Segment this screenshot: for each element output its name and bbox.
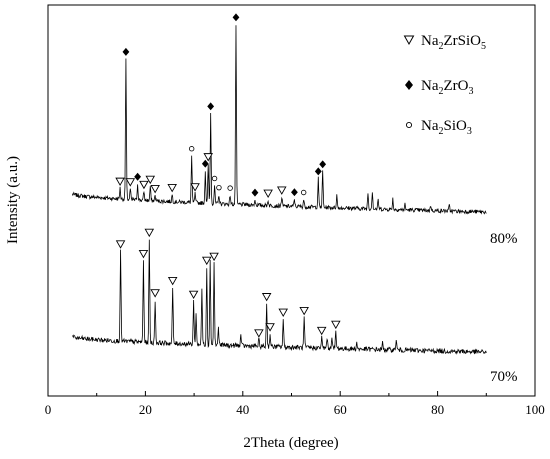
series-line xyxy=(72,239,487,355)
x-tick-label: 20 xyxy=(139,402,152,417)
x-tick-label: 80 xyxy=(431,402,444,417)
triangle-marker-icon xyxy=(150,289,160,298)
legend-label: Na2ZrSiO5 xyxy=(421,33,486,52)
circle-marker-icon xyxy=(300,189,307,196)
x-axis-ticks xyxy=(47,391,536,396)
legend-circle-icon xyxy=(405,121,413,129)
triangle-marker-icon xyxy=(150,185,160,194)
triangle-marker-icon xyxy=(144,228,155,238)
circle-marker-icon xyxy=(188,146,195,152)
triangle-marker-icon xyxy=(203,153,213,162)
circle-marker-icon xyxy=(227,185,233,191)
series-group xyxy=(71,25,487,355)
triangle-marker-icon xyxy=(261,293,272,302)
diamond-marker-icon xyxy=(134,172,142,181)
triangle-marker-icon xyxy=(167,277,178,286)
triangle-marker-icon xyxy=(115,240,126,249)
diamond-marker-icon xyxy=(201,159,209,168)
diamond-marker-icon xyxy=(251,188,259,197)
legend-triangle-icon xyxy=(403,35,415,46)
legend-label: Na2SiO3 xyxy=(421,118,472,137)
triangle-marker-icon xyxy=(265,323,275,332)
plot-frame xyxy=(47,4,536,397)
series-line xyxy=(71,25,487,215)
triangle-marker-icon xyxy=(263,189,273,198)
peak-markers xyxy=(115,13,341,338)
diamond-marker-icon xyxy=(232,13,240,22)
x-axis-tick-labels: 0 20 40 60 80 100 xyxy=(45,402,545,417)
series-labels: 80% 70% xyxy=(490,231,518,385)
triangle-marker-icon xyxy=(299,307,309,316)
triangle-marker-icon xyxy=(209,252,219,262)
triangle-marker-icon xyxy=(316,326,327,336)
circle-marker-icon xyxy=(216,184,222,191)
diamond-marker-icon xyxy=(122,47,130,56)
triangle-marker-icon xyxy=(254,329,264,338)
series-label: 80% xyxy=(490,231,518,247)
triangle-marker-icon xyxy=(331,320,341,330)
triangle-marker-icon xyxy=(138,250,149,259)
triangle-marker-icon xyxy=(115,177,125,187)
x-tick-label: 60 xyxy=(334,402,347,417)
triangle-marker-icon xyxy=(188,290,199,300)
x-axis-title: 2Theta (degree) xyxy=(243,435,338,451)
diamond-marker-icon xyxy=(207,102,215,111)
diamond-marker-icon xyxy=(291,188,298,197)
legend-label: Na2ZrO3 xyxy=(421,78,474,97)
triangle-marker-icon xyxy=(167,184,177,193)
triangle-marker-icon xyxy=(145,175,156,185)
x-tick-label: 100 xyxy=(525,402,545,417)
diamond-marker-icon xyxy=(314,167,322,176)
circle-marker-icon xyxy=(211,175,218,182)
triangle-marker-icon xyxy=(276,186,287,195)
triangle-marker-icon xyxy=(125,178,136,187)
triangle-marker-icon xyxy=(278,308,288,317)
diamond-marker-icon xyxy=(319,160,327,169)
series-label: 70% xyxy=(490,369,518,385)
y-axis-title: Intensity (a.u.) xyxy=(5,156,21,244)
triangle-marker-icon xyxy=(190,183,200,192)
triangle-marker-icon xyxy=(139,180,149,190)
legend: Na2ZrSiO5 Na2ZrO3 Na2SiO3 xyxy=(403,33,486,137)
x-tick-label: 40 xyxy=(236,402,249,417)
triangle-marker-icon xyxy=(201,256,212,266)
legend-diamond-icon xyxy=(405,80,413,90)
x-tick-label: 0 xyxy=(45,402,52,417)
